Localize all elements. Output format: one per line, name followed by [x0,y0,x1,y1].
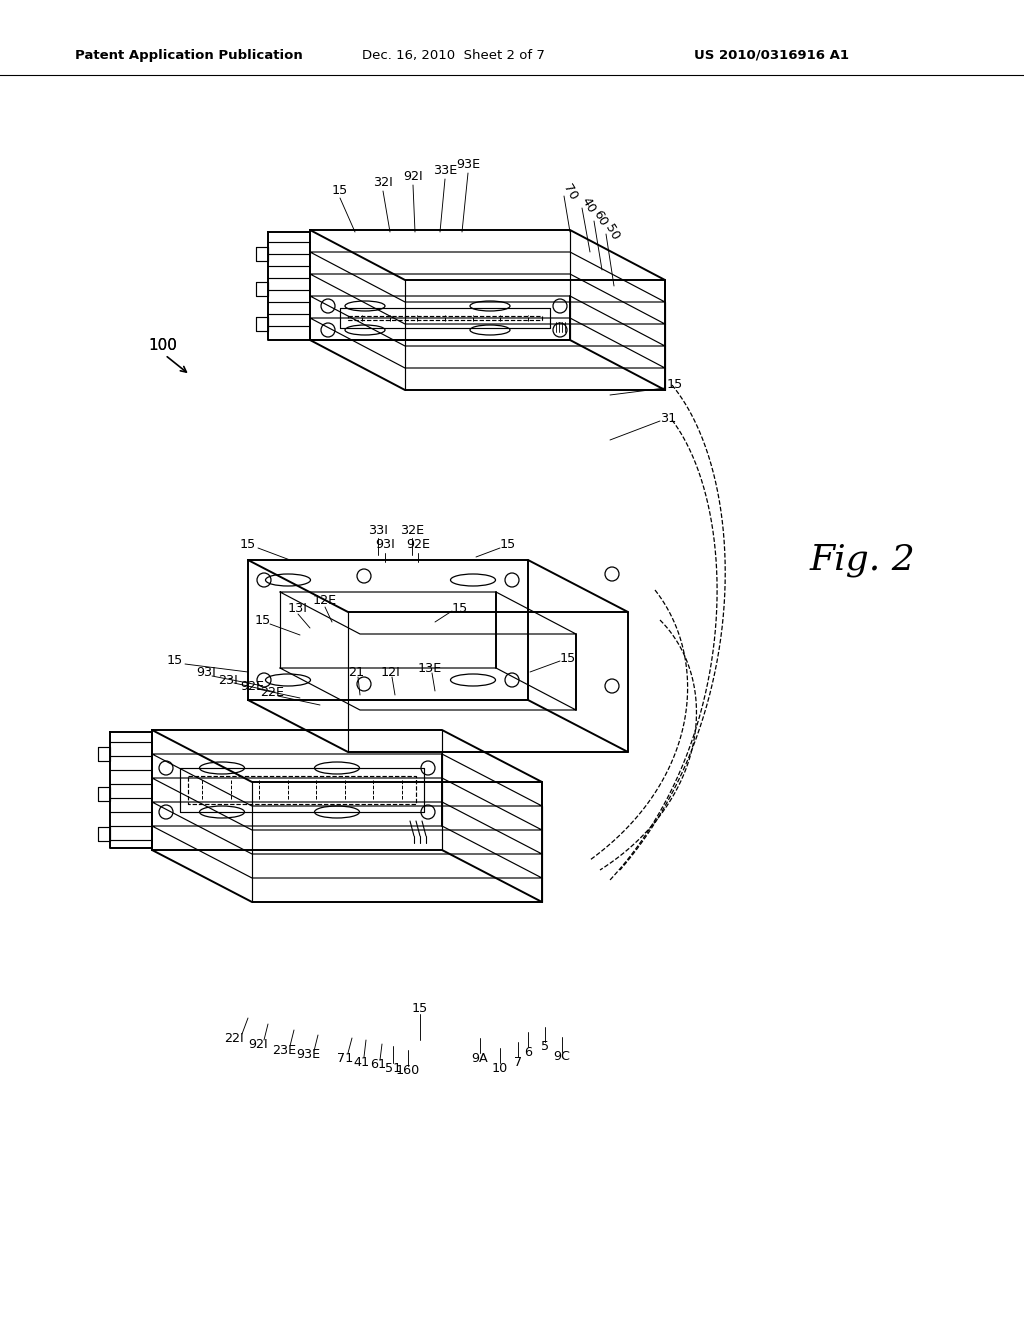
Text: 160: 160 [396,1064,420,1077]
Text: 33E: 33E [433,165,457,177]
Text: 15: 15 [560,652,577,664]
Text: 40: 40 [579,195,598,215]
Text: 70: 70 [560,182,580,202]
Text: 21: 21 [348,665,365,678]
Text: Fig. 2: Fig. 2 [810,543,915,577]
Text: 10: 10 [492,1061,508,1074]
Text: 93I: 93I [375,539,395,552]
Text: 50: 50 [602,222,622,243]
Text: 92E: 92E [406,539,430,552]
Text: 15: 15 [332,183,348,197]
Text: 15: 15 [452,602,468,615]
Text: 71: 71 [337,1052,353,1064]
Text: 13I: 13I [288,602,308,615]
Text: 93I: 93I [196,667,216,680]
Text: 5: 5 [541,1040,549,1053]
Text: 23I: 23I [218,673,238,686]
Text: 15: 15 [240,539,256,552]
Text: 32E: 32E [400,524,424,536]
Text: 6: 6 [524,1045,532,1059]
Text: 12I: 12I [380,665,400,678]
Text: 51: 51 [385,1061,401,1074]
Text: 33I: 33I [368,524,388,536]
Text: 7: 7 [514,1056,522,1068]
Text: 15: 15 [667,379,683,392]
Text: 13E: 13E [418,661,442,675]
Text: 32I: 32I [373,177,393,190]
Text: Patent Application Publication: Patent Application Publication [75,49,303,62]
Text: 31: 31 [659,412,676,425]
Text: 93E: 93E [296,1048,321,1061]
Text: 15: 15 [500,539,516,552]
Text: 12E: 12E [313,594,337,607]
Text: 9C: 9C [554,1051,570,1064]
Text: 92I: 92I [403,170,423,183]
Text: 93E: 93E [456,158,480,172]
Text: 15: 15 [167,653,183,667]
Text: 100: 100 [148,338,177,352]
Text: 15: 15 [255,614,271,627]
Text: US 2010/0316916 A1: US 2010/0316916 A1 [694,49,849,62]
Text: 22E: 22E [260,686,284,700]
Text: 60: 60 [591,207,609,228]
Text: 61: 61 [370,1059,386,1072]
Text: 22I: 22I [224,1031,244,1044]
Text: 9A: 9A [472,1052,488,1064]
Text: 41: 41 [354,1056,370,1068]
Text: 23E: 23E [272,1044,296,1056]
Text: Dec. 16, 2010  Sheet 2 of 7: Dec. 16, 2010 Sheet 2 of 7 [362,49,545,62]
Text: 100: 100 [148,338,177,352]
Text: 92E: 92E [240,680,264,693]
Text: 15: 15 [412,1002,428,1015]
Text: 92I: 92I [248,1038,268,1051]
